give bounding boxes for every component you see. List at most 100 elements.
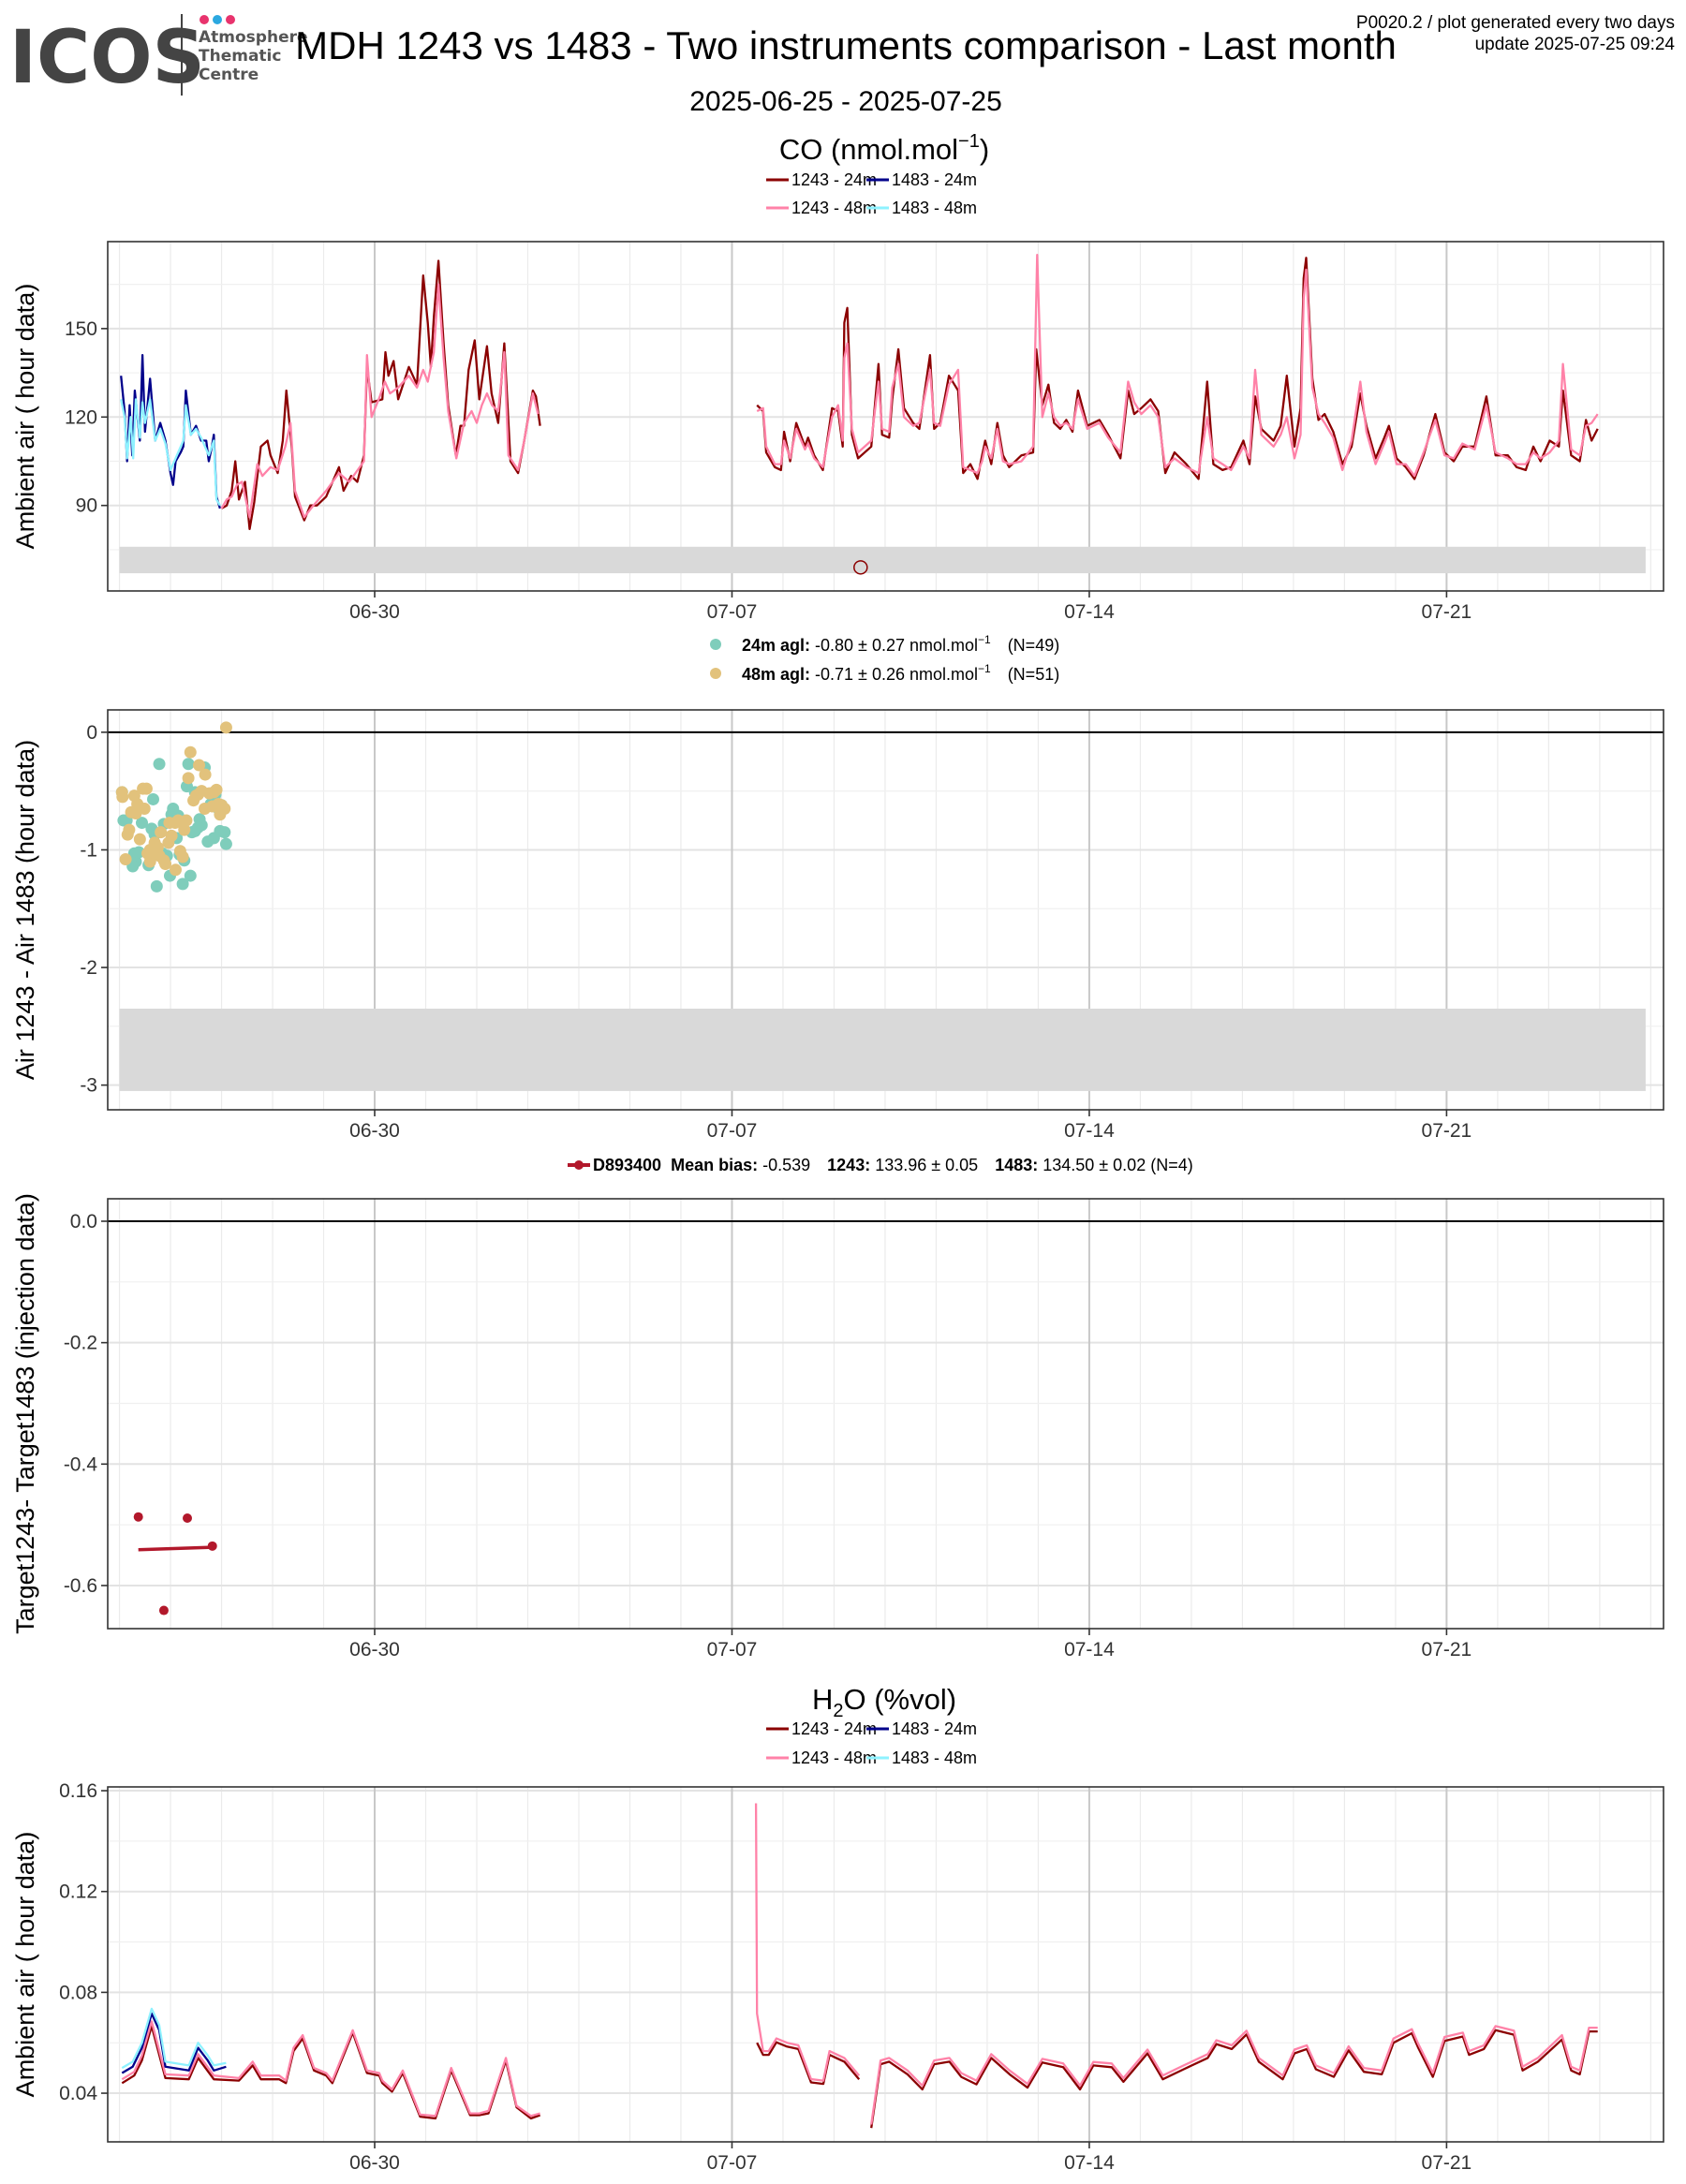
- data-point-24magl: [176, 878, 189, 891]
- difference-legend: 24m agl: -0.80 ± 0.27 nmol.mol−1 (N=49) 4…: [710, 633, 1059, 684]
- y-axis-title: Ambient air ( hour data): [11, 284, 39, 550]
- logo-sub-line: Centre: [199, 66, 259, 84]
- data-point-48magl: [140, 782, 153, 795]
- data-point-48magl: [182, 772, 195, 785]
- data-point-48magl: [121, 828, 134, 841]
- data-point-24magl: [191, 821, 204, 834]
- data-point-24magl: [147, 792, 160, 805]
- x-tick-label: 07-21: [1422, 2152, 1472, 2174]
- plot-border: [107, 1198, 1664, 1630]
- y-tick-label: 150: [65, 318, 97, 340]
- outlier-marker: [853, 560, 868, 575]
- series-line-1243-24m: [870, 2029, 1598, 2129]
- reference-band: [119, 1008, 1646, 1091]
- x-tick-label: 07-07: [707, 2152, 758, 2174]
- reference-band: [119, 546, 1646, 574]
- y-tick-label: -1: [80, 839, 97, 861]
- data-point-48magl: [176, 850, 189, 863]
- legend-entry-target: D893400 Mean bias: -0.539 1243: 133.96 ± 0…: [593, 1156, 1193, 1174]
- data-point-48magl: [189, 789, 202, 803]
- series-line-1243-48m: [870, 2025, 1598, 2125]
- y-tick-label: -0.2: [64, 1333, 97, 1354]
- y-tick-label: 0.12: [59, 1881, 97, 1903]
- data-point-24magl: [150, 879, 163, 893]
- y-axis-title: Target1243- Target1483 (injection data): [11, 1193, 39, 1634]
- x-tick-label: 07-07: [707, 601, 758, 623]
- logo-dot-icon: [200, 15, 209, 24]
- data-point-24magl: [136, 817, 149, 830]
- legend-label: 1243 - 48m: [791, 199, 877, 217]
- y-tick-label: 0.04: [59, 2083, 97, 2104]
- x-tick-label: 07-14: [1064, 1639, 1115, 1660]
- x-tick-label: 06-30: [349, 1120, 400, 1142]
- series-line-1243-24m: [756, 2041, 861, 2086]
- y-tick-label: 0.16: [59, 1780, 97, 1802]
- data-point-D893400: [133, 1512, 143, 1522]
- data-point-24magl: [219, 837, 232, 850]
- plot-area: [108, 242, 1664, 591]
- plot-area: [108, 1199, 1664, 1629]
- legend-label: 1243 - 24m: [791, 170, 877, 189]
- co-legend: 1243 - 24m 1483 - 24m 1243 - 48m 1483 - 48m: [766, 170, 977, 217]
- x-tick-label: 07-14: [1064, 2152, 1115, 2174]
- data-point-D893400: [207, 1541, 217, 1551]
- series-line-1483-48m: [120, 398, 221, 507]
- co-panel-title: CO (nmol.mol−1): [779, 131, 989, 166]
- data-point-48magl: [207, 786, 220, 799]
- series-line-1483-48m: [121, 2007, 227, 2070]
- x-tick-label: 07-07: [707, 1120, 758, 1142]
- x-tick-label: 06-30: [349, 1639, 400, 1660]
- series-line-1243-24m: [121, 2025, 540, 2120]
- logo-sub-line: Thematic: [199, 47, 281, 66]
- data-point-24magl: [201, 835, 214, 849]
- plot-border: [107, 1786, 1664, 2143]
- data-point-48magl: [155, 826, 168, 839]
- plot-border: [107, 709, 1664, 1111]
- y-tick-label: 90: [76, 495, 97, 517]
- data-point-48magl: [184, 745, 197, 759]
- series-line-1243-48m: [754, 1803, 861, 2082]
- data-point-24magl: [153, 758, 166, 771]
- legend-dot-48m: [710, 668, 721, 679]
- data-point-D893400: [158, 1605, 169, 1616]
- legend-label: 1243 - 48m: [791, 1749, 877, 1767]
- x-tick-label: 07-07: [707, 1639, 758, 1660]
- difference-panel: 06-30 07-07 07-14 07-21 -3 -2 -1 0 Air 1243 - Ai…: [11, 709, 1664, 1142]
- y-tick-label: -0.4: [64, 1454, 98, 1475]
- target-panel: 06-30 07-07 07-14 07-21 -0.6 -0.4 -0.2 0.0 Targe…: [11, 1193, 1664, 1660]
- legend-dot-24m: [710, 639, 721, 650]
- y-tick-label: -3: [80, 1075, 97, 1097]
- logo-dot-icon: [226, 15, 235, 24]
- plot-area: [108, 710, 1664, 1110]
- data-point-24magl: [182, 758, 195, 771]
- data-point-48magl: [141, 847, 155, 860]
- logo-dot-icon: [213, 15, 222, 24]
- y-tick-label: 0.08: [59, 1982, 97, 2003]
- data-point-48magl: [129, 807, 142, 820]
- x-tick-label: 07-21: [1422, 1639, 1472, 1660]
- y-tick-label: 0.0: [70, 1211, 97, 1232]
- data-point-48magl: [178, 823, 191, 836]
- data-point-48magl: [159, 858, 172, 871]
- plot-area: [108, 1787, 1664, 2142]
- y-axis-title: Ambient air ( hour data): [11, 1832, 39, 2098]
- legend-label: 1483 - 24m: [892, 1719, 977, 1738]
- series-line-1483-24m: [121, 2012, 227, 2074]
- co-panel: 06-30 07-07 07-14 07-21 90 120 150 Ambient air …: [11, 241, 1664, 623]
- y-axis-title: Air 1243 - Air 1483 (hour data): [11, 740, 39, 1080]
- series-line-1243-48m: [756, 254, 1599, 478]
- h2o-legend: 1243 - 24m 1483 - 24m 1243 - 48m 1483 - 48m: [766, 1719, 977, 1767]
- data-point-48magl: [193, 759, 206, 772]
- data-point-48magl: [199, 768, 212, 781]
- y-tick-label: -2: [80, 957, 97, 979]
- mean-bias-line: [138, 1545, 213, 1552]
- date-range: 2025-06-25 - 2025-07-25: [689, 86, 1002, 117]
- page-title: MDH 1243 vs 1483 - Two instruments compa…: [295, 23, 1397, 67]
- legend-label: 1483 - 48m: [892, 1749, 977, 1767]
- y-tick-label: 120: [65, 406, 97, 428]
- legend-entry-48m: 48m agl: -0.71 ± 0.26 nmol.mol−1 (N=51): [742, 662, 1059, 684]
- data-point-48magl: [215, 799, 229, 812]
- logo-wordmark: ICOS: [9, 16, 205, 100]
- y-tick-label: 0: [86, 722, 97, 744]
